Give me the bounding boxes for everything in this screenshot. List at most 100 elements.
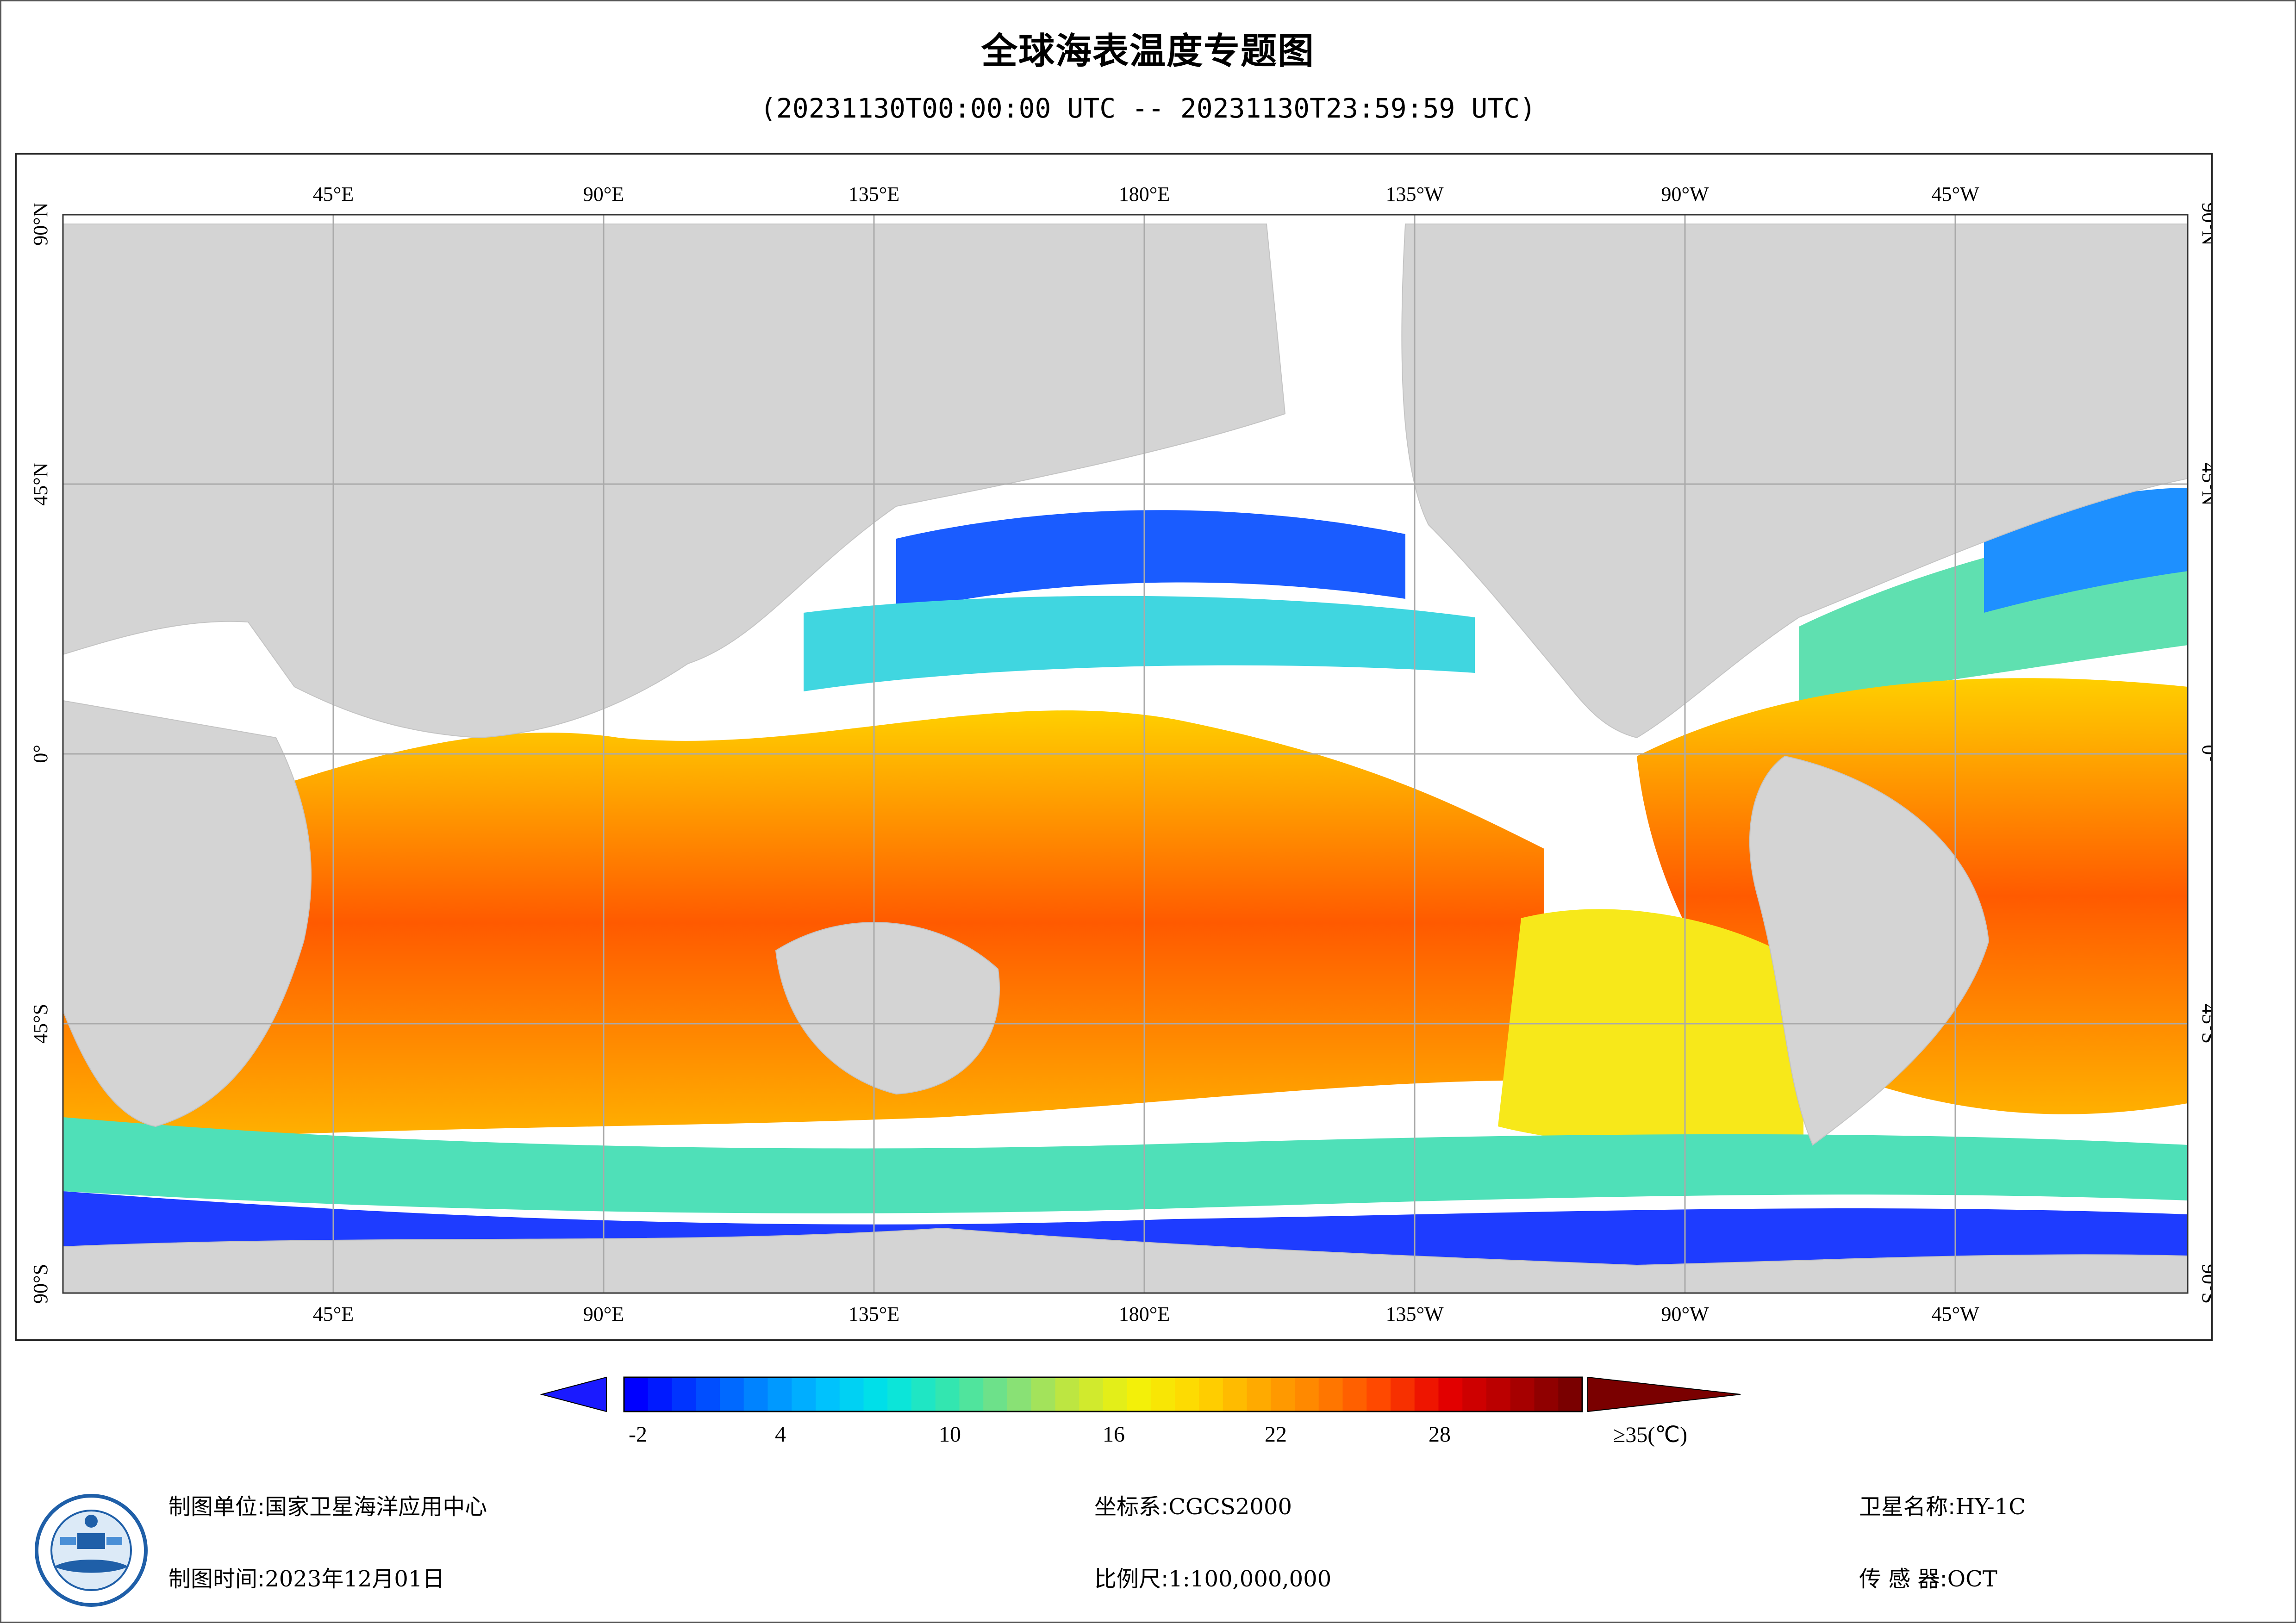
lon-label-bottom: 90°E — [583, 1303, 624, 1325]
legend-bin — [1103, 1377, 1128, 1412]
crs-value: CGCS2000 — [1168, 1494, 1292, 1520]
lon-label-top: 45°W — [1931, 183, 1979, 205]
lat-label-left: 90°N — [29, 202, 52, 245]
lon-label-bottom: 45°W — [1931, 1303, 1979, 1325]
lon-label-top: 135°W — [1385, 183, 1444, 205]
sst-east-pacific-yellow — [1498, 909, 1803, 1145]
legend-bin — [1127, 1377, 1151, 1412]
legend-over-arrow — [1587, 1376, 1741, 1412]
footer-scale: 比例尺:1:100,000,000 — [1094, 1561, 1331, 1593]
legend-bin — [1295, 1377, 1319, 1412]
legend-bin — [983, 1377, 1008, 1412]
right-lat-labels: 90°N 45°N 0° 45°S 90°S — [2198, 202, 2211, 1304]
satellite-value: HY-1C — [1955, 1494, 2026, 1520]
legend-bin — [1366, 1377, 1391, 1412]
legend-bin — [1151, 1377, 1175, 1412]
left-lat-labels: 90°N 45°N 0° 45°S 90°S — [29, 202, 52, 1304]
legend-bin — [935, 1377, 960, 1412]
sensor-value: OCT — [1947, 1566, 1997, 1592]
lon-label-top: 135°E — [849, 183, 899, 205]
graticule — [63, 215, 2188, 1293]
crs-label: 坐标系: — [1094, 1494, 1169, 1520]
satellite-label: 卫星名称: — [1859, 1494, 1956, 1520]
legend-bin — [743, 1377, 768, 1412]
lat-label-right: 45°N — [2198, 462, 2211, 505]
sst-north-pacific-cool — [804, 596, 1475, 691]
org-label: 制图单位: — [168, 1494, 265, 1520]
legend-bin — [1175, 1377, 1199, 1412]
lon-label-bottom: 135°W — [1385, 1303, 1444, 1325]
footer-date: 制图时间:2023年12月01日 — [168, 1561, 445, 1593]
legend-bin — [1510, 1377, 1535, 1412]
sst-map: 45°E 90°E 135°E 180°E 135°W 90°W 45°W 45… — [29, 183, 2211, 1325]
temperature-legend — [540, 1376, 1741, 1412]
legend-bin — [1007, 1377, 1032, 1412]
sensor-label: 传 感 器: — [1859, 1566, 1947, 1592]
lat-label-right: 45°S — [2198, 1004, 2211, 1044]
legend-tick: 16 — [1103, 1422, 1125, 1447]
south-america-landmass — [1749, 755, 1990, 1146]
date-label: 制图时间: — [168, 1566, 265, 1592]
legend-bin — [1342, 1377, 1367, 1412]
legend-bin — [792, 1377, 816, 1412]
legend-tick: 28 — [1429, 1422, 1451, 1447]
time-range: (20231130T00:00:00 UTC -- 20231130T23:59… — [760, 93, 1536, 124]
legend-bin — [1414, 1377, 1439, 1412]
scale-label: 比例尺: — [1094, 1566, 1169, 1592]
lat-label-left: 45°N — [29, 462, 52, 505]
legend-bin — [863, 1377, 888, 1412]
lon-label-top: 90°W — [1661, 183, 1709, 205]
legend-bin — [720, 1377, 744, 1412]
legend-bin — [1534, 1377, 1559, 1412]
lon-label-top: 180°E — [1119, 183, 1170, 205]
lat-label-right: 90°N — [2198, 202, 2211, 245]
legend-bin — [1462, 1377, 1487, 1412]
legend-bin — [624, 1377, 649, 1412]
legend-bar-border — [623, 1376, 1583, 1412]
map-title: 全球海表温度专题图 — [981, 31, 1315, 72]
legend-bin — [1558, 1377, 1583, 1412]
legend-color-bins — [624, 1377, 1583, 1412]
lon-label-bottom: 45°E — [313, 1303, 354, 1325]
scale-value: 1:100,000,000 — [1168, 1566, 1332, 1592]
footer-satellite: 卫星名称:HY-1C — [1859, 1488, 2026, 1521]
legend-tick: 10 — [939, 1422, 961, 1447]
lat-label-left: 90°S — [29, 1264, 52, 1304]
footer-crs: 坐标系:CGCS2000 — [1094, 1488, 1292, 1521]
legend-bin — [1199, 1377, 1223, 1412]
legend-bin — [696, 1377, 720, 1412]
legend-bin — [911, 1377, 936, 1412]
lat-label-left: 45°S — [29, 1004, 52, 1044]
legend-under-arrow — [540, 1376, 607, 1412]
legend-bin — [1031, 1377, 1055, 1412]
top-lon-labels: 45°E 90°E 135°E 180°E 135°W 90°W 45°W — [313, 183, 1979, 205]
legend-bin — [1318, 1377, 1343, 1412]
sst-south-cool-band — [63, 1117, 2188, 1213]
eurasia-landmass — [62, 224, 1286, 739]
legend-bin — [648, 1377, 672, 1412]
legend-bin — [1391, 1377, 1415, 1412]
legend-tick: -2 — [629, 1422, 647, 1447]
legend-bin — [1271, 1377, 1295, 1412]
legend-tick: ≥35(℃) — [1613, 1423, 1688, 1447]
legend-bin — [672, 1377, 696, 1412]
agency-logo — [35, 1494, 148, 1607]
lat-label-right: 90°S — [2198, 1264, 2211, 1304]
sst-tropical-warm — [63, 710, 1544, 1136]
legend-bin — [887, 1377, 912, 1412]
australia-landmass — [775, 922, 1000, 1095]
antarctica-landmass — [62, 1227, 2188, 1293]
lon-label-top: 90°E — [583, 183, 624, 205]
legend-tick: 22 — [1265, 1422, 1287, 1447]
plot-border — [62, 214, 2189, 1294]
legend-bin — [1247, 1377, 1271, 1412]
sst-north-pacific-cold — [896, 510, 1405, 613]
land-layer — [62, 224, 2188, 1293]
lat-label-right: 0° — [2198, 745, 2211, 763]
africa-landmass — [62, 700, 312, 1127]
legend-bin — [1079, 1377, 1104, 1412]
lon-label-bottom: 90°W — [1661, 1303, 1709, 1325]
legend-bin — [816, 1377, 840, 1412]
